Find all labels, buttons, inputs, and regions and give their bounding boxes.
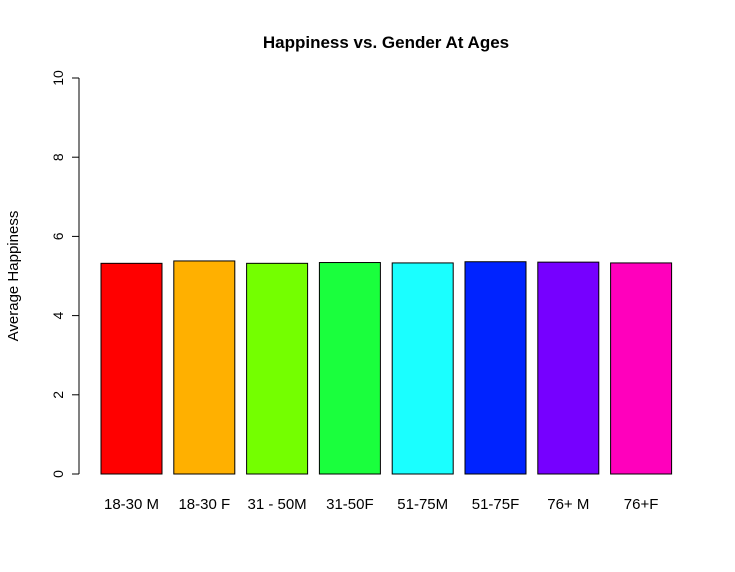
y-tick-label: 4 — [50, 311, 66, 319]
category-label: 18-30 M — [104, 496, 159, 513]
category-labels: 18-30 M 18-30 F 31 - 50M 31-50F 51-75M 51-75F… — [104, 496, 658, 513]
y-tick-label: 0 — [50, 470, 66, 478]
y-tick-label: 8 — [50, 153, 66, 161]
y-tick-label: 2 — [50, 391, 66, 399]
y-axis: 0 2 4 6 8 10 — [50, 70, 80, 478]
category-label: 18-30 F — [178, 496, 230, 513]
bar — [100, 262, 163, 475]
y-axis-label: Average Happiness — [5, 211, 22, 342]
category-label: 31 - 50M — [247, 496, 306, 513]
category-label: 76+F — [624, 496, 659, 513]
bar — [610, 262, 673, 475]
category-label: 76+ M — [547, 496, 589, 513]
bar — [464, 261, 527, 475]
y-tick-label: 10 — [50, 70, 66, 86]
y-tick-label: 6 — [50, 232, 66, 240]
category-label: 51-75M — [397, 496, 448, 513]
bar — [537, 261, 600, 475]
bars — [100, 260, 673, 475]
category-label: 31-50F — [326, 496, 374, 513]
bar — [246, 262, 309, 475]
bar — [173, 260, 236, 475]
category-label: 51-75F — [472, 496, 520, 513]
bar — [391, 262, 454, 475]
chart-title: Happiness vs. Gender At Ages — [263, 33, 509, 52]
bar — [318, 262, 381, 475]
